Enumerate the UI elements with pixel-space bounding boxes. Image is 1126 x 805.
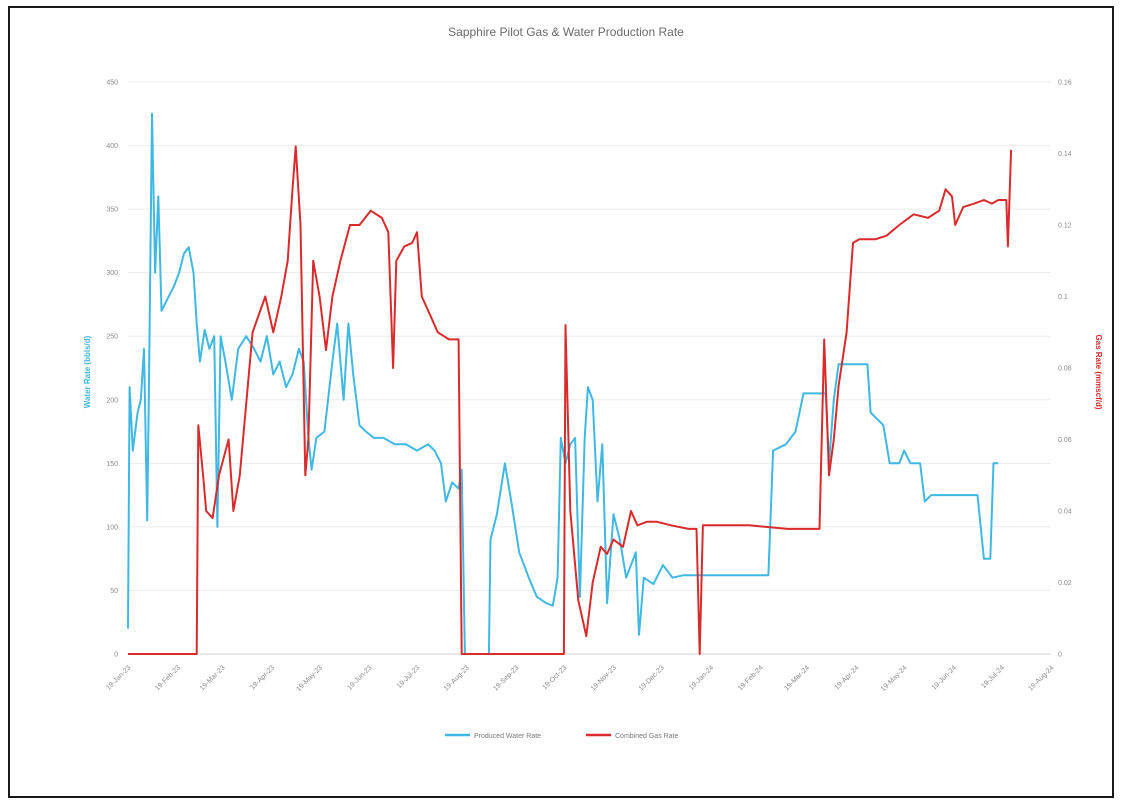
left-tick-label: 200 xyxy=(106,397,118,404)
series-line-combined-gas-rate xyxy=(128,145,1013,655)
x-tick-label: 19-Jun-23 xyxy=(346,664,373,691)
x-tick-label: 19-Sep-23 xyxy=(492,664,520,692)
legend-label-produced-water-rate: Produced Water Rate xyxy=(474,733,541,740)
x-tick-label: 19-May-24 xyxy=(880,664,909,693)
x-axis-ticks: 19-Jan-23 19-Feb-23 19-Mar-23 19-Apr-23 19-M… xyxy=(105,664,1055,693)
right-axis-label: Gas Rate (mmscf/d) xyxy=(1094,334,1103,409)
x-tick-label: 19-Jul-23 xyxy=(396,664,422,690)
right-tick-label: 0.02 xyxy=(1058,580,1072,587)
right-tick-label: 0.1 xyxy=(1058,294,1068,301)
left-tick-label: 50 xyxy=(110,588,118,595)
x-tick-label: 19-Apr-24 xyxy=(834,664,861,691)
x-tick-label: 19-Apr-23 xyxy=(249,664,276,691)
x-tick-label: 19-Jul-24 xyxy=(980,664,1006,690)
chart-frame xyxy=(8,6,1114,798)
chart-title: Sapphire Pilot Gas & Water Production Ra… xyxy=(448,25,684,39)
right-tick-label: 0.16 xyxy=(1058,80,1072,87)
x-tick-label: 19-Dec-23 xyxy=(638,664,666,692)
right-tick-label: 0 xyxy=(1058,652,1062,659)
x-tick-label: 19-Aug-24 xyxy=(1027,664,1055,692)
right-tick-label: 0.14 xyxy=(1058,151,1072,158)
x-tick-label: 19-Feb-24 xyxy=(737,664,765,692)
left-axis-ticks: 0 50 100 150 200 250 300 350 400 450 xyxy=(106,80,118,659)
left-tick-label: 400 xyxy=(106,143,118,150)
left-tick-label: 150 xyxy=(106,461,118,468)
right-tick-label: 0.12 xyxy=(1058,223,1072,230)
series-line-produced-water-rate xyxy=(127,112,999,655)
x-tick-label: 19-Jan-23 xyxy=(105,664,132,691)
right-tick-label: 0.06 xyxy=(1058,437,1072,444)
left-tick-label: 350 xyxy=(106,207,118,214)
x-tick-label: 19-Oct-23 xyxy=(541,664,568,691)
x-tick-label: 19-Jun-24 xyxy=(931,664,958,691)
legend: Produced Water Rate Combined Gas Rate xyxy=(445,733,679,740)
x-tick-label: 19-Feb-23 xyxy=(154,664,182,692)
left-tick-label: 100 xyxy=(106,524,118,531)
left-tick-label: 300 xyxy=(106,270,118,277)
x-tick-label: 19-Aug-23 xyxy=(443,664,471,692)
left-axis-label: Water Rate (bbls/d) xyxy=(83,335,92,408)
left-tick-label: 0 xyxy=(114,652,118,659)
right-axis-ticks: 0 0.02 0.04 0.06 0.08 0.1 0.12 0.14 0.16 xyxy=(1058,80,1072,659)
x-tick-label: 19-Mar-24 xyxy=(783,664,811,692)
x-tick-label: 19-Mar-23 xyxy=(199,664,227,692)
legend-label-combined-gas-rate: Combined Gas Rate xyxy=(615,733,679,740)
grid-lines xyxy=(128,81,1051,655)
left-tick-label: 250 xyxy=(106,334,118,341)
x-tick-label: 19-May-23 xyxy=(295,664,324,693)
x-tick-label: 19-Nov-23 xyxy=(590,664,618,692)
left-tick-label: 450 xyxy=(106,80,118,87)
right-tick-label: 0.04 xyxy=(1058,509,1072,516)
x-tick-label: 19-Jan-24 xyxy=(688,664,715,691)
right-tick-label: 0.08 xyxy=(1058,366,1072,373)
series-layer xyxy=(127,112,1013,655)
